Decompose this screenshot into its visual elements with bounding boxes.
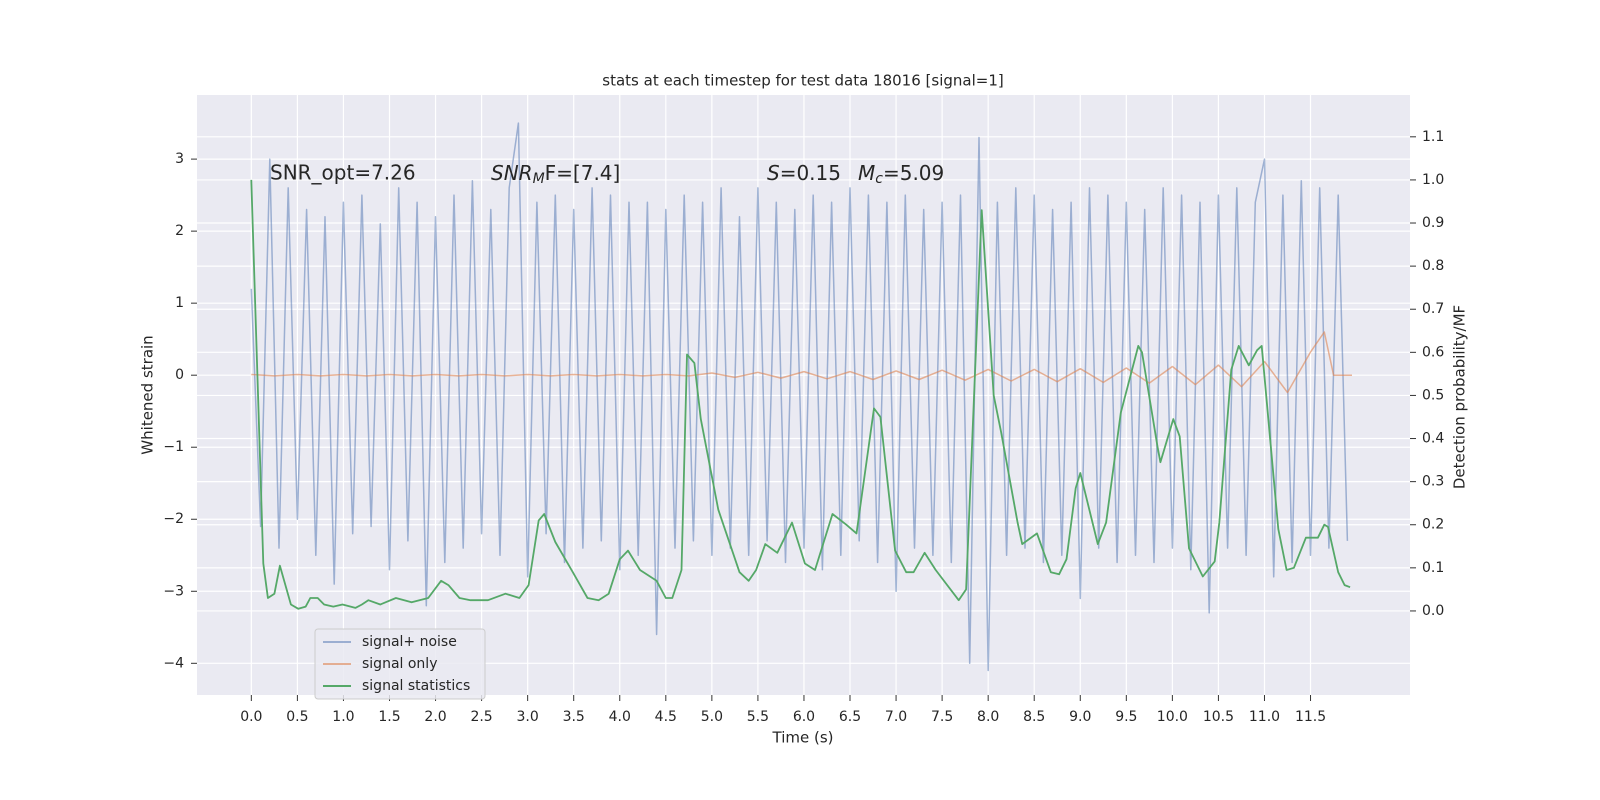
y-tick-label: 2 <box>175 223 184 239</box>
x-tick-label: 7.5 <box>931 709 953 725</box>
x-tick-label: 3.5 <box>563 709 585 725</box>
legend-label: signal only <box>362 656 437 672</box>
y2-tick-label: 0.6 <box>1422 344 1444 360</box>
y2-tick-label: 0.0 <box>1422 603 1444 619</box>
x-tick-label: 5.0 <box>701 709 723 725</box>
y2-tick-label: 0.8 <box>1422 258 1444 274</box>
marks <box>250 122 1352 672</box>
y-tick-label: 0 <box>175 367 184 383</box>
y-tick-label: −4 <box>163 655 184 671</box>
x-tick-label: 1.5 <box>378 709 400 725</box>
x-tick-label: 9.5 <box>1115 709 1137 725</box>
y2-tick-label: 0.7 <box>1422 301 1444 317</box>
x-tick-label: 0.0 <box>240 709 262 725</box>
x-axis-label: Time (s) <box>772 729 834 747</box>
x-tick-label: 7.0 <box>885 709 907 725</box>
x-tick-label: 8.0 <box>977 709 999 725</box>
y2-tick-label: 0.1 <box>1422 560 1444 576</box>
legend-label: signal+ noise <box>362 634 457 650</box>
x-tick-label: 6.0 <box>793 709 815 725</box>
chart-title: stats at each timestep for test data 180… <box>602 72 1003 90</box>
x-tick-label: 9.0 <box>1069 709 1091 725</box>
legend: signal+ noise signal only signal statistic… <box>314 628 486 700</box>
annotation: SNR_opt=7.26 <box>270 161 416 185</box>
x-tick-label: 5.5 <box>747 709 769 725</box>
annotation-part: M <box>533 171 545 187</box>
x-tick-label: 10.5 <box>1203 709 1234 725</box>
y-tick-label: 3 <box>175 151 184 167</box>
y2-tick-label: 1.1 <box>1422 129 1444 145</box>
x-tick-label: 10.0 <box>1157 709 1188 725</box>
annotation-part: S <box>767 161 780 185</box>
legend-box <box>314 628 486 700</box>
y-tick-label: 1 <box>175 295 184 311</box>
y2-tick-label: 0.5 <box>1422 387 1444 403</box>
x-tick-label: 1.0 <box>332 709 354 725</box>
x-tick-label: 8.5 <box>1023 709 1045 725</box>
y-tick-label: −1 <box>163 439 184 455</box>
y2-axis-label: Detection probability/MF <box>1451 305 1469 489</box>
x-tick-label: 2.5 <box>470 709 492 725</box>
y2-tick-label: 1.0 <box>1422 172 1444 188</box>
series-line <box>250 179 1351 610</box>
annotation-part: c <box>875 171 883 187</box>
x-tick-label: 6.5 <box>839 709 861 725</box>
legend-label: signal statistics <box>362 678 470 694</box>
annotation: Mc=5.09 <box>858 161 944 188</box>
y-tick-label: −3 <box>163 583 184 599</box>
series-line <box>250 122 1349 672</box>
labels: 0.0 0.5 1.0 1.5 2.0 2.5 3.0 3.5 4.0 4.5 5.0 5.5 6.0 6… <box>163 129 1444 725</box>
annotation: SNRMF=[7.4] <box>491 161 620 188</box>
y2-tick-label: 0.2 <box>1422 517 1444 533</box>
x-tick-label: 11.5 <box>1295 709 1326 725</box>
annotation: S=0.15 <box>767 161 841 185</box>
x-tick-label: 3.0 <box>517 709 539 725</box>
y2-tick-label: 0.4 <box>1422 431 1444 447</box>
x-tick-label: 2.0 <box>424 709 446 725</box>
annotation-part: =5.09 <box>883 161 944 185</box>
x-tick-label: 0.5 <box>286 709 308 725</box>
annotation-part: =0.15 <box>780 161 841 185</box>
x-tick-label: 4.0 <box>609 709 631 725</box>
x-tick-label: 11.0 <box>1249 709 1280 725</box>
annotation-part: SNR <box>491 161 533 185</box>
annotation-part: F=[7.4] <box>545 161 621 185</box>
series-line <box>251 331 1352 394</box>
y2-tick-label: 0.3 <box>1422 474 1444 490</box>
y2-tick-label: 0.9 <box>1422 215 1444 231</box>
x-tick-label: 4.5 <box>655 709 677 725</box>
y-tick-label: −2 <box>163 511 184 527</box>
annotation-part: M <box>858 161 875 185</box>
y-axis-label: Whitened strain <box>139 335 157 454</box>
